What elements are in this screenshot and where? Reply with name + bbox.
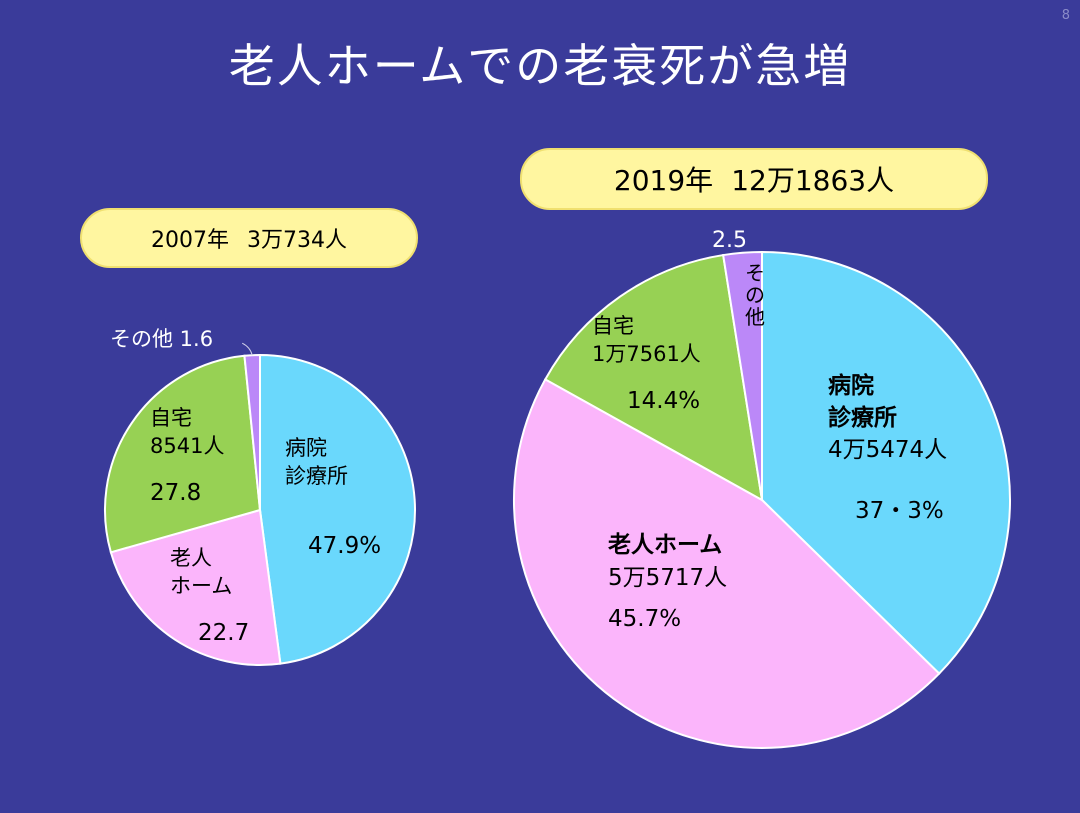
slice-label-other: そ	[745, 261, 765, 285]
total-label-2007: 3万734人	[247, 228, 347, 253]
page-number: 8	[1061, 8, 1070, 23]
year-badge-2019: 2019年 12万1863人	[520, 148, 988, 210]
slice-value-other: その他 1.6	[110, 327, 213, 351]
slice-label-hospital: 4万5474人	[828, 437, 947, 463]
leader-line-other	[241, 342, 253, 356]
slice-label-nursing_home: 5万5717人	[608, 565, 727, 591]
total-label-2019: 12万1863人	[731, 164, 895, 197]
slice-value-home: 27.8	[150, 480, 201, 506]
pie-slice-other-2019年	[722, 250, 763, 501]
slice-label-home: 8541人	[150, 434, 224, 458]
slice-label-nursing_home: 老人ホーム	[607, 532, 722, 558]
slice-label-nursing_home: ホーム	[170, 574, 232, 598]
slice-label-home: 1万7561人	[592, 342, 701, 366]
year-label-2007: 2007年	[151, 228, 229, 253]
slice-value-hospital: 37・3%	[855, 498, 944, 524]
slice-label-hospital: 診療所	[285, 464, 348, 488]
year-badge-2007: 2007年 3万734人	[80, 208, 418, 268]
slice-value-nursing_home: 22.7	[198, 620, 249, 646]
pie-slice-home-2007年	[104, 354, 262, 554]
slice-label-nursing_home: 老人	[170, 546, 212, 570]
pie-slice-hospital-2007年	[259, 353, 416, 665]
pie-slice-hospital-2019年	[761, 250, 1011, 675]
pie-slice-other-2007年	[243, 353, 261, 511]
slice-label-hospital: 診療所	[828, 404, 897, 431]
pie-slice-nursing_home-2019年	[513, 378, 941, 749]
slice-value-other: 2.5	[712, 228, 747, 253]
slice-label-home: 自宅	[592, 314, 634, 338]
slice-label-hospital: 病院	[285, 436, 327, 460]
slice-value-hospital: 47.9%	[308, 533, 381, 559]
pie-slice-home-2019年	[543, 253, 764, 502]
slice-label-hospital: 病院	[828, 372, 874, 399]
slice-value-nursing_home: 45.7%	[608, 606, 681, 632]
year-label-2019: 2019年	[613, 164, 714, 197]
slice-label-home: 自宅	[150, 406, 192, 430]
slice-label-other: 他	[745, 305, 765, 329]
slice-label-other: の	[745, 283, 765, 307]
pie-slice-nursing_home-2007年	[109, 508, 282, 666]
page-title: 老人ホームでの老衰死が急増	[228, 39, 852, 93]
slice-value-home: 14.4%	[627, 388, 700, 414]
